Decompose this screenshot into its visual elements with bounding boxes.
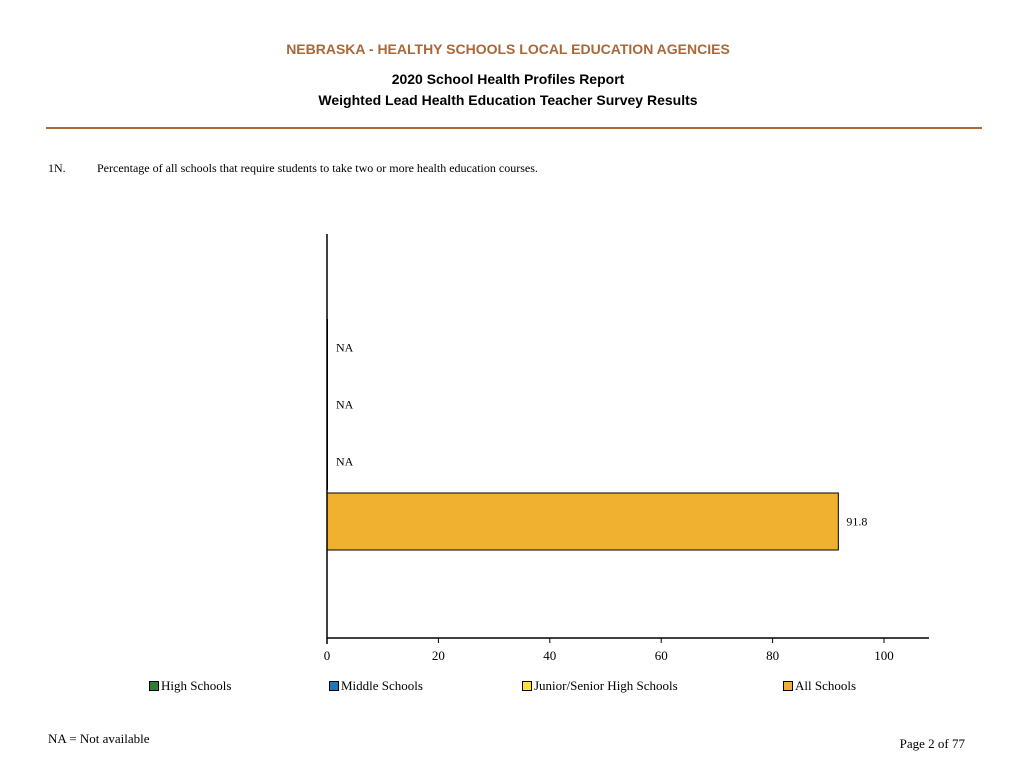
x-tick-label-40: 40: [543, 648, 556, 663]
legend-item-high-schools: High Schools: [149, 678, 231, 694]
value-label-middle-schools: NA: [336, 398, 354, 412]
report-title: NEBRASKA - HEALTHY SCHOOLS LOCAL EDUCATI…: [286, 41, 730, 57]
legend-swatch-junior-senior-high-schools: [522, 681, 532, 691]
legend-item-junior-senior-high-schools: Junior/Senior High Schools: [522, 678, 678, 694]
value-label-high-schools: NA: [336, 341, 354, 355]
report-subtitle: Weighted Lead Health Education Teacher S…: [318, 92, 698, 108]
legend-label-middle-schools: Middle Schools: [341, 678, 423, 693]
legend-swatch-high-schools: [149, 681, 159, 691]
value-label-all-schools: 91.8: [846, 515, 867, 529]
x-tick-label-100: 100: [874, 648, 894, 663]
x-tick-label-0: 0: [324, 648, 331, 663]
legend-label-high-schools: High Schools: [161, 678, 232, 693]
bar-all-schools: [326, 492, 839, 551]
x-tick-label-20: 20: [432, 648, 445, 663]
question-number: 1N.: [48, 161, 66, 175]
chart-legend: High Schools Middle Schools Junior/Senio…: [0, 678, 1024, 694]
x-tick-label-80: 80: [766, 648, 779, 663]
legend-swatch-all-schools: [783, 681, 793, 691]
header-divider: [46, 127, 982, 129]
legend-swatch-middle-schools: [329, 681, 339, 691]
page-number: Page 2 of 77: [899, 736, 965, 751]
legend-item-middle-schools: Middle Schools: [329, 678, 423, 694]
x-tick-label-60: 60: [655, 648, 668, 663]
report-name: 2020 School Health Profiles Report: [391, 71, 625, 87]
na-footnote: NA = Not available: [48, 731, 150, 746]
value-label-junior-senior-high-schools: NA: [336, 455, 354, 469]
question-text: Percentage of all schools that require s…: [97, 161, 538, 175]
legend-item-all-schools: All Schools: [783, 678, 856, 694]
legend-label-all-schools: All Schools: [795, 678, 857, 693]
legend-label-junior-senior-high-schools: Junior/Senior High Schools: [534, 678, 678, 693]
